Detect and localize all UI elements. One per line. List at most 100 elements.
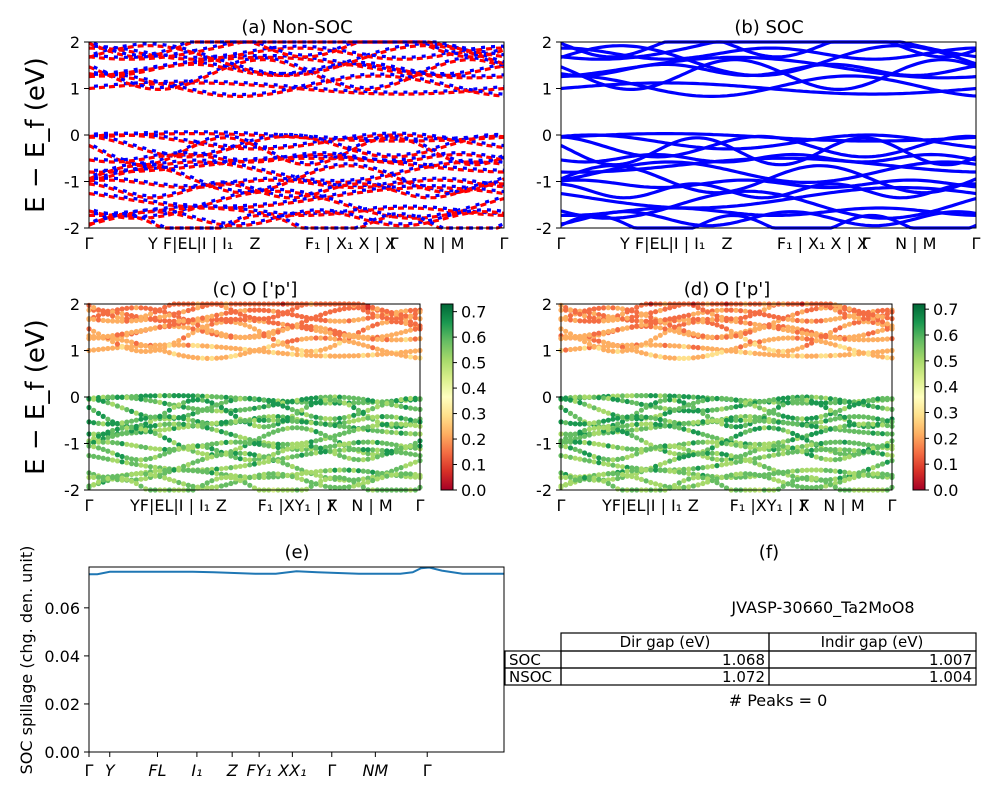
projection-point xyxy=(162,467,168,473)
projection-point xyxy=(393,430,399,436)
projection-point xyxy=(233,433,239,439)
projection-point xyxy=(662,422,668,428)
projection-point xyxy=(761,345,767,351)
projection-point xyxy=(686,420,692,426)
projection-point xyxy=(384,429,390,435)
projection-point xyxy=(166,342,172,348)
projection-point xyxy=(294,471,300,477)
k-path-label: Γ xyxy=(800,496,809,515)
projection-point xyxy=(351,427,357,434)
projection-point xyxy=(799,330,805,336)
projection-point xyxy=(398,319,404,325)
projection-point xyxy=(823,317,829,323)
projection-point xyxy=(133,305,139,311)
projection-point xyxy=(690,311,697,317)
projection-point xyxy=(341,318,347,324)
projection-point xyxy=(337,353,343,359)
projection-point xyxy=(780,479,786,486)
projection-point xyxy=(879,451,886,457)
projection-point xyxy=(105,435,111,441)
projection-point xyxy=(582,313,588,319)
projection-point xyxy=(393,442,399,448)
projection-point xyxy=(832,307,838,313)
projection-point xyxy=(804,443,810,449)
projection-point xyxy=(780,469,786,475)
projection-point xyxy=(303,352,310,358)
projection-point xyxy=(742,422,749,428)
projection-point xyxy=(355,353,362,359)
band-line xyxy=(560,156,976,174)
projection-point xyxy=(275,320,281,327)
projection-point xyxy=(318,468,324,474)
projection-point xyxy=(809,332,815,338)
projection-point xyxy=(214,329,220,335)
projection-point xyxy=(846,313,853,319)
projection-point xyxy=(138,305,144,311)
projection-point xyxy=(605,340,611,346)
projection-point xyxy=(299,325,305,331)
projection-point xyxy=(690,404,697,411)
projection-point xyxy=(686,440,692,447)
projection-point xyxy=(256,472,262,478)
projection-point xyxy=(851,428,857,434)
projection-point xyxy=(379,440,385,446)
projection-point xyxy=(365,424,371,430)
projection-point xyxy=(105,400,111,406)
projection-point xyxy=(780,439,786,445)
projection-point xyxy=(318,430,324,436)
projection-point xyxy=(695,354,701,360)
projection-point xyxy=(166,449,172,455)
projection-point xyxy=(870,330,876,336)
projection-point xyxy=(95,420,102,426)
projection-point xyxy=(582,457,588,463)
projection-point xyxy=(100,455,106,461)
projection-point xyxy=(337,447,343,453)
projection-point xyxy=(133,395,139,402)
projection-point xyxy=(166,467,172,473)
projection-point xyxy=(242,346,248,353)
projection-point xyxy=(119,331,125,337)
projection-point xyxy=(346,402,352,408)
projection-point xyxy=(256,328,262,334)
title-d: (d) O ['p'] xyxy=(684,279,770,300)
projection-point xyxy=(185,354,191,360)
projection-point xyxy=(851,351,857,357)
projection-point xyxy=(124,312,130,318)
projection-point xyxy=(785,400,791,406)
projection-point xyxy=(653,404,659,410)
projection-point xyxy=(322,416,328,422)
projection-point xyxy=(365,451,371,457)
projection-point xyxy=(662,393,668,399)
projection-point xyxy=(285,455,291,461)
projection-point xyxy=(332,331,338,337)
band-line xyxy=(88,211,505,230)
projection-point xyxy=(223,439,229,445)
projection-point xyxy=(403,337,409,343)
band-line xyxy=(560,182,977,200)
projection-point xyxy=(818,484,824,490)
projection-point xyxy=(114,318,120,324)
projection-point xyxy=(596,441,602,447)
projection-point xyxy=(360,468,366,474)
projection-point xyxy=(237,450,243,456)
projection-point xyxy=(147,471,154,478)
projection-point xyxy=(686,427,692,433)
projection-point xyxy=(761,425,767,431)
colorbar-tick-label: 0.1 xyxy=(933,455,958,474)
projection-point xyxy=(733,442,739,448)
projection-point xyxy=(171,318,177,324)
projection-point xyxy=(563,420,569,426)
projection-point xyxy=(785,438,791,444)
projection-point xyxy=(322,329,328,335)
projection-point xyxy=(757,441,763,447)
projection-point xyxy=(129,395,135,401)
projection-point xyxy=(846,351,853,358)
projection-point xyxy=(228,307,234,313)
projection-point xyxy=(299,320,305,326)
projection-point xyxy=(657,443,663,449)
projection-point xyxy=(318,394,324,400)
projection-point xyxy=(723,396,730,402)
projection-point xyxy=(223,465,229,471)
projection-point xyxy=(105,448,111,454)
projection-point xyxy=(582,318,588,324)
